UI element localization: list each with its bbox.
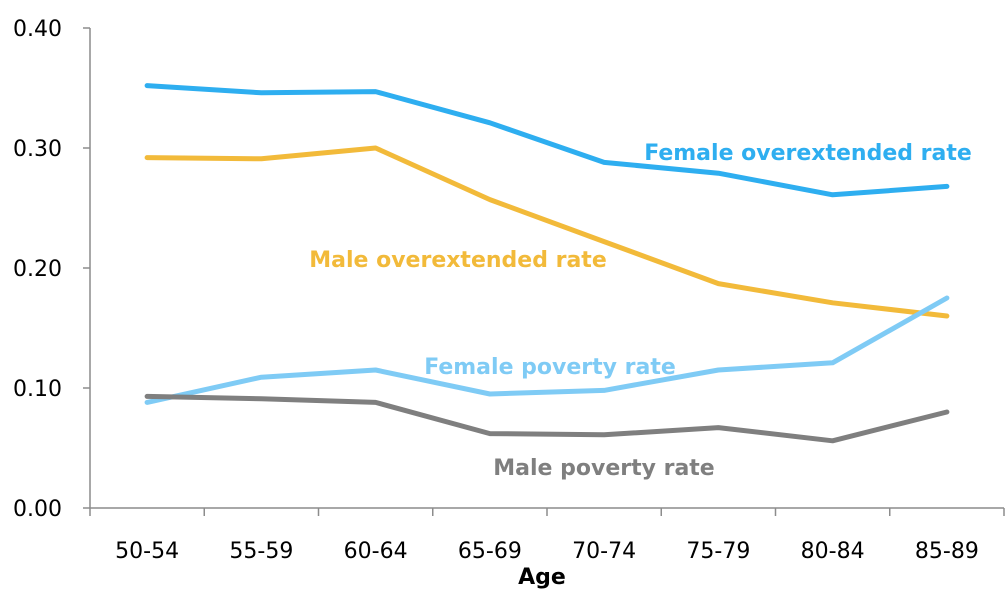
x-axis-title: Age <box>518 565 566 590</box>
series-label-female-overextended-rate: Female overextended rate <box>644 141 972 166</box>
x-tick-label: 60-64 <box>344 539 408 564</box>
x-tick-label: 85-89 <box>915 539 979 564</box>
x-tick-label: 70-74 <box>572 539 636 564</box>
x-tick-label: 50-54 <box>115 539 179 564</box>
series-line-female-poverty-rate <box>144 295 950 405</box>
x-tick-label: 75-79 <box>686 539 750 564</box>
y-tick-label: 0.20 <box>13 257 62 282</box>
series-label-male-poverty-rate: Male poverty rate <box>493 456 714 481</box>
series-labels: Female overextended rate Male overextende… <box>309 141 972 481</box>
series-line-male-overextended-rate <box>144 145 950 319</box>
y-tick-label: 0.40 <box>13 17 62 42</box>
series-line-male-poverty-rate <box>144 393 950 444</box>
y-tick-label: 0.10 <box>13 377 62 402</box>
series-label-female-poverty-rate: Female poverty rate <box>424 355 676 380</box>
y-tick-label: 0.00 <box>13 497 62 522</box>
series-lines <box>144 83 950 444</box>
x-tick-label: 80-84 <box>801 539 865 564</box>
y-tick-label: 0.30 <box>13 137 62 162</box>
series-label-male-overextended-rate: Male overextended rate <box>309 248 607 273</box>
x-tick-label: 65-69 <box>458 539 522 564</box>
x-tick-label: 55-59 <box>229 539 293 564</box>
series-line-female-overextended-rate <box>144 83 950 198</box>
axis-ticks: 0.00 0.10 0.20 0.30 0.40 50-54 55-59 60-64 65-69… <box>13 17 1005 564</box>
